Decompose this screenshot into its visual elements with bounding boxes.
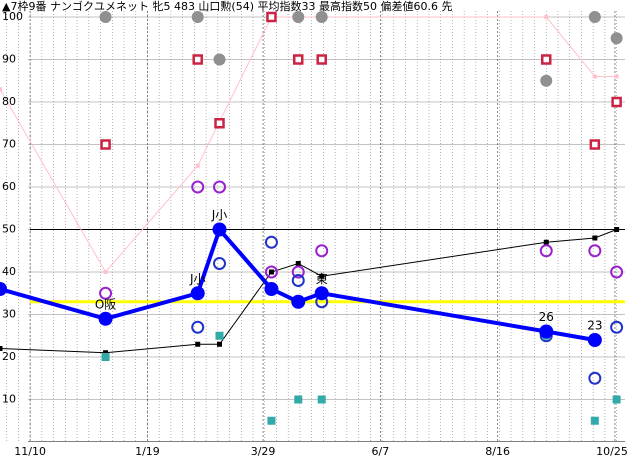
point xyxy=(267,416,276,425)
point xyxy=(614,74,619,79)
point xyxy=(190,286,205,301)
point xyxy=(610,32,623,45)
point xyxy=(103,350,109,356)
y-tick-label: 50 xyxy=(2,223,16,236)
point xyxy=(539,244,553,258)
point xyxy=(610,265,624,279)
point xyxy=(214,118,225,129)
point xyxy=(99,286,113,300)
point xyxy=(614,227,620,232)
point xyxy=(213,53,226,66)
point xyxy=(291,265,305,279)
y-tick-label: 70 xyxy=(2,138,16,151)
point xyxy=(319,273,325,279)
point xyxy=(543,239,549,245)
point xyxy=(314,286,329,301)
point xyxy=(0,282,7,296)
point xyxy=(612,395,621,404)
point xyxy=(264,282,279,296)
point xyxy=(316,54,327,65)
point-label: J小 xyxy=(189,272,206,286)
point xyxy=(101,353,110,361)
x-tick-label: 6/7 xyxy=(372,445,390,458)
point xyxy=(539,324,554,339)
point xyxy=(611,96,622,108)
y-tick-label: 100 xyxy=(2,10,23,23)
y-tick-label: 20 xyxy=(2,350,16,363)
y-tick-label: 60 xyxy=(2,180,16,193)
point xyxy=(0,87,2,92)
point-label: 26 xyxy=(539,310,554,324)
y-tick-label: 80 xyxy=(2,95,16,108)
point xyxy=(266,11,277,23)
point xyxy=(592,235,598,241)
point xyxy=(103,270,108,274)
x-tick-label: 1/19 xyxy=(135,445,160,458)
point xyxy=(295,261,301,266)
y-tick-label: 10 xyxy=(2,393,16,406)
y-tick-label: 40 xyxy=(2,265,16,278)
point xyxy=(212,222,227,237)
x-tick-label: 3/29 xyxy=(251,445,276,458)
point xyxy=(293,54,304,65)
point xyxy=(191,11,204,23)
point xyxy=(291,294,306,309)
point xyxy=(588,244,602,258)
point xyxy=(195,341,201,347)
point xyxy=(592,74,597,79)
point xyxy=(264,265,278,279)
point xyxy=(213,180,227,194)
point xyxy=(540,74,553,87)
point xyxy=(544,15,549,19)
point xyxy=(540,54,552,65)
point-label: J小 xyxy=(211,208,228,222)
point xyxy=(191,320,205,334)
point xyxy=(213,257,227,270)
series-line xyxy=(0,229,617,354)
point xyxy=(589,139,601,150)
point xyxy=(191,180,205,194)
point xyxy=(0,346,3,351)
point-label: O阪 xyxy=(95,297,116,311)
point xyxy=(590,416,599,425)
point xyxy=(588,371,602,385)
point xyxy=(192,54,203,65)
point xyxy=(217,341,223,347)
point xyxy=(292,11,305,23)
point xyxy=(315,11,328,23)
point xyxy=(195,163,200,168)
point xyxy=(317,395,326,404)
y-tick-label: 90 xyxy=(2,53,16,66)
point xyxy=(98,311,113,326)
point xyxy=(315,244,329,258)
chart-title: ▲7枠9番 ナンゴクユメネット 牝5 483 山口勲(54) 平均指数33 最高… xyxy=(2,0,453,13)
point xyxy=(610,320,624,334)
point-label: 東 xyxy=(316,272,328,286)
x-tick-label: 8/16 xyxy=(485,445,510,458)
point xyxy=(99,11,112,23)
point xyxy=(291,274,305,287)
point xyxy=(215,331,224,340)
point xyxy=(294,395,303,404)
point-label: 23 xyxy=(587,319,602,333)
x-tick-label: 10/25 xyxy=(596,445,628,458)
y-tick-label: 30 xyxy=(2,308,16,321)
point xyxy=(587,333,602,347)
x-tick-label: 11/10 xyxy=(14,445,46,458)
point xyxy=(268,269,274,275)
point xyxy=(264,235,278,249)
point xyxy=(100,139,111,150)
point xyxy=(588,11,601,23)
